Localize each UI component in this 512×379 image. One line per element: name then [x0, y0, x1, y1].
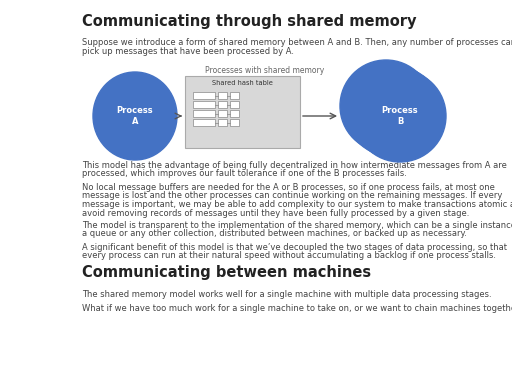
- Bar: [218, 101, 227, 108]
- Text: message is lost and the other processes can continue working on the remaining me: message is lost and the other processes …: [82, 191, 502, 200]
- Text: What if we have too much work for a single machine to take on, or we want to cha: What if we have too much work for a sing…: [82, 304, 512, 313]
- Ellipse shape: [340, 60, 432, 152]
- Bar: [193, 101, 215, 108]
- Bar: [193, 119, 215, 126]
- Bar: [193, 92, 215, 99]
- Text: Communicating between machines: Communicating between machines: [82, 265, 371, 280]
- Bar: [193, 110, 215, 117]
- Bar: [218, 110, 227, 117]
- Bar: [185, 76, 300, 148]
- Text: Processes with shared memory: Processes with shared memory: [205, 66, 325, 75]
- Text: pick up messages that have been processed by A.: pick up messages that have been processe…: [82, 47, 294, 55]
- Ellipse shape: [354, 70, 446, 162]
- Text: This model has the advantage of being fully decentralized in how intermediate me: This model has the advantage of being fu…: [82, 161, 507, 170]
- Bar: [230, 101, 239, 108]
- Text: Shared hash table: Shared hash table: [212, 80, 273, 86]
- Text: message is important, we may be able to add complexity to our system to make tra: message is important, we may be able to …: [82, 200, 512, 209]
- Text: Process
A: Process A: [117, 106, 153, 126]
- Text: Suppose we introduce a form of shared memory between A and B. Then, any number o: Suppose we introduce a form of shared me…: [82, 38, 512, 47]
- Bar: [230, 119, 239, 126]
- Text: every process can run at their natural speed without accumulating a backlog if o: every process can run at their natural s…: [82, 252, 496, 260]
- Text: a queue or any other collection, distributed between machines, or backed up as n: a queue or any other collection, distrib…: [82, 230, 467, 238]
- Bar: [230, 92, 239, 99]
- Bar: [230, 110, 239, 117]
- Text: avoid removing records of messages until they have been fully processed by a giv: avoid removing records of messages until…: [82, 208, 470, 218]
- Ellipse shape: [350, 67, 442, 159]
- Text: No local message buffers are needed for the A or B processes, so if one process : No local message buffers are needed for …: [82, 183, 495, 192]
- Ellipse shape: [345, 64, 437, 156]
- Bar: [218, 92, 227, 99]
- Text: The shared memory model works well for a single machine with multiple data proce: The shared memory model works well for a…: [82, 290, 492, 299]
- Text: Process
B: Process B: [381, 106, 418, 126]
- Bar: [218, 119, 227, 126]
- Text: A significant benefit of this model is that we’ve decoupled the two stages of da: A significant benefit of this model is t…: [82, 243, 507, 252]
- Text: processed, which improves our fault tolerance if one of the B processes fails.: processed, which improves our fault tole…: [82, 169, 407, 179]
- Text: Communicating through shared memory: Communicating through shared memory: [82, 14, 416, 29]
- Ellipse shape: [93, 72, 177, 160]
- Text: The model is transparent to the implementation of the shared memory, which can b: The model is transparent to the implemen…: [82, 221, 512, 230]
